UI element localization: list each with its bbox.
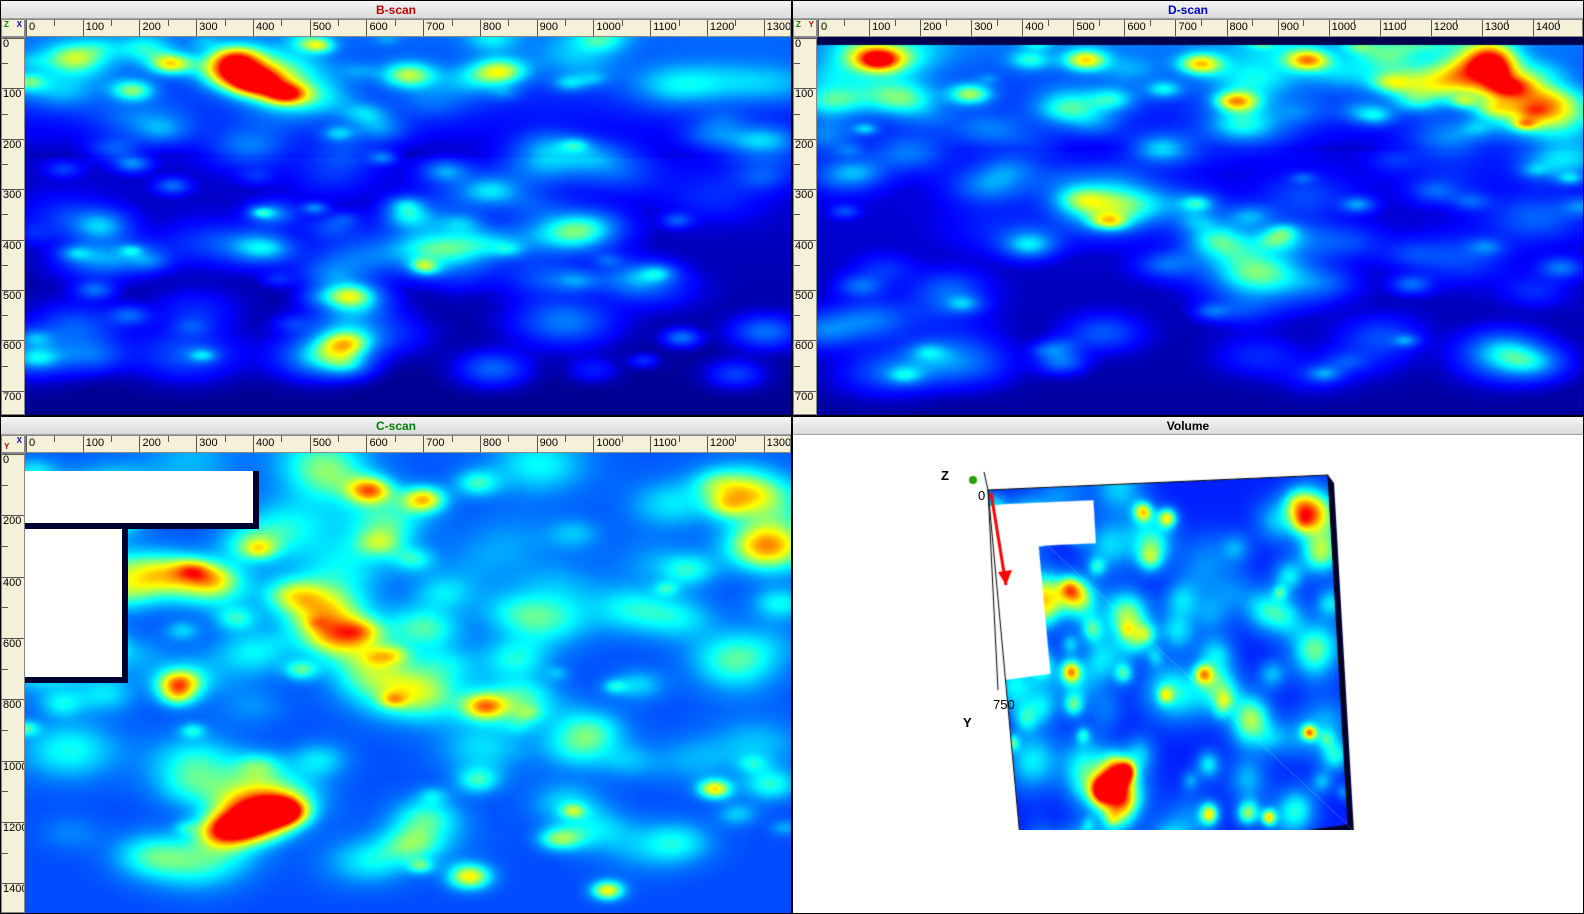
d-scan-z-axis-label: Z	[796, 21, 801, 29]
volume-z-axis-label: Z	[941, 468, 949, 483]
c-scan-y-axis-label: Y	[4, 443, 9, 451]
d-scan-heatmap	[817, 37, 1583, 415]
b-scan-heatmap	[25, 37, 791, 415]
c-scan-plot-wrap: X Y 010020030040050060070080090010001100…	[1, 435, 791, 913]
d-scan-plot-wrap: Y Z 010020030040050060070080090010001100…	[793, 19, 1583, 415]
b-scan-title: B-scan	[1, 1, 791, 19]
volume-y-axis-label: Y	[963, 715, 972, 730]
d-scan-x-ruler[interactable]: 0100200300400500600700800900100011001200…	[817, 19, 1583, 37]
d-scan-title: D-scan	[793, 1, 1583, 19]
b-scan-axis-corner: X Z	[1, 19, 25, 37]
c-scan-y-ruler[interactable]: 0200400600800100012001400	[1, 453, 25, 913]
c-scan-axis-corner: X Y	[1, 435, 25, 453]
volume-y-mid-label: 750	[993, 697, 1015, 712]
b-scan-x-ruler[interactable]: 0100200300400500600700800900100011001200…	[25, 19, 791, 37]
panel-d-scan: D-scan Y Z 01002003004005006007008009001…	[792, 0, 1584, 416]
b-scan-z-axis-label: Z	[4, 21, 9, 29]
scan-grid: B-scan X Z 01002003004005006007008009001…	[0, 0, 1584, 914]
c-scan-plot-area[interactable]	[25, 453, 791, 913]
c-scan-title: C-scan	[1, 417, 791, 435]
panel-b-scan: B-scan X Z 01002003004005006007008009001…	[0, 0, 792, 416]
volume-z-zero-label: 0	[978, 488, 985, 503]
d-scan-y-axis-label: Y	[809, 21, 814, 29]
volume-render-canvas	[793, 435, 1583, 830]
c-scan-x-axis-label: X	[17, 437, 22, 445]
c-scan-x-ruler[interactable]: 0100200300400500600700800900100011001200…	[25, 435, 791, 453]
d-scan-plot-area[interactable]	[817, 37, 1583, 415]
b-scan-plot-wrap: X Z 010020030040050060070080090010001100…	[1, 19, 791, 415]
b-scan-plot-area[interactable]	[25, 37, 791, 415]
volume-title: Volume	[793, 417, 1583, 435]
b-scan-y-ruler[interactable]: 0100200300400500600700	[1, 37, 25, 415]
panel-c-scan: C-scan X Y 01002003004005006007008009001…	[0, 416, 792, 914]
d-scan-axis-corner: Y Z	[793, 19, 817, 37]
panel-volume: Volume Z 0 Y 750 1375 687.5	[792, 416, 1584, 914]
b-scan-x-axis-label: X	[17, 21, 22, 29]
volume-3d-view[interactable]: Z 0 Y 750 1375 687.5	[793, 435, 1583, 830]
d-scan-y-ruler[interactable]: 0100200300400500600700	[793, 37, 817, 415]
